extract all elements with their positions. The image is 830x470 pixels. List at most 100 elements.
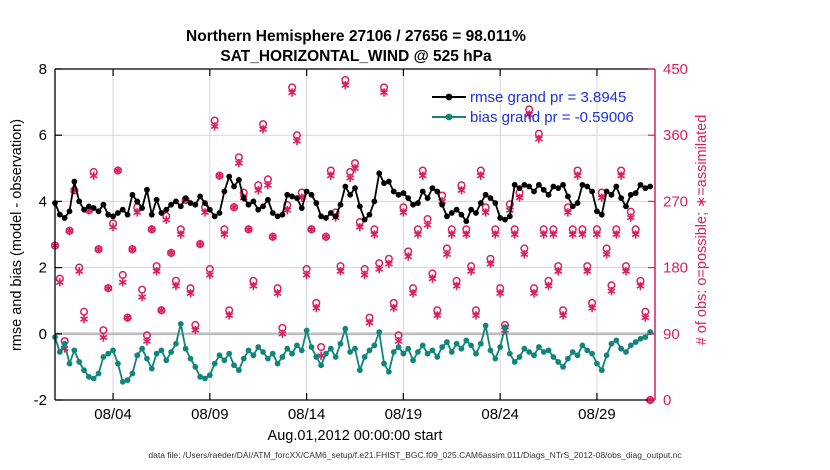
- rmse-line: [54, 170, 651, 224]
- assimilated-obs-marker: [94, 245, 103, 254]
- bias-marker: [66, 360, 73, 367]
- bias-marker: [594, 360, 600, 367]
- asterisk-arm: [249, 283, 258, 289]
- bias-marker: [85, 373, 92, 380]
- rmse-marker: [642, 185, 649, 192]
- bias-marker: [487, 347, 494, 354]
- assimilated-obs-marker: [447, 230, 456, 239]
- rmse-marker: [250, 198, 257, 205]
- bias-marker: [550, 354, 557, 360]
- bias-marker: [289, 350, 295, 357]
- rmse-marker: [506, 213, 513, 220]
- data-file-caption: data file: /Users/raeder/DAI/ATM_forcXX/…: [148, 450, 682, 460]
- asterisk-arm: [142, 338, 151, 344]
- bias-marker: [627, 342, 634, 349]
- bias-marker: [119, 378, 126, 385]
- rmse-marker: [240, 195, 247, 201]
- assimilated-obs-marker: [118, 278, 127, 287]
- assimilated-obs-marker: [99, 333, 108, 342]
- rmse-marker: [550, 183, 557, 190]
- bias-marker: [584, 347, 591, 354]
- asterisk-arm: [273, 290, 282, 297]
- rmse-marker: [400, 190, 407, 197]
- asterisk-arm: [370, 231, 379, 238]
- asterisk-arm: [621, 268, 630, 275]
- x-tick-label: 08/24: [481, 406, 519, 423]
- rmse-marker: [502, 216, 508, 223]
- asterisk-arm: [583, 268, 592, 275]
- rmse-marker: [144, 186, 150, 193]
- assimilated-obs-marker: [113, 166, 122, 175]
- asterisk-arm: [602, 251, 611, 258]
- assimilated-obs-marker: [191, 325, 200, 335]
- bias-marker: [511, 359, 518, 365]
- asterisk-arm: [423, 222, 432, 228]
- assimilated-obs-marker: [404, 252, 413, 261]
- y-tick-label-left: 6: [39, 127, 47, 144]
- assimilated-obs-marker: [530, 289, 539, 298]
- bias-marker: [521, 345, 528, 352]
- bias-marker: [506, 350, 513, 357]
- bias-marker: [139, 345, 145, 352]
- bias-marker: [323, 350, 329, 357]
- rmse-marker: [623, 203, 629, 210]
- legend-item-rmse: rmse grand pr = 3.8945: [431, 87, 634, 107]
- rmse-marker: [482, 191, 489, 198]
- bias-marker: [342, 325, 349, 332]
- bias-marker: [148, 365, 155, 372]
- assimilated-obs-marker: [428, 274, 437, 283]
- bias-marker: [439, 344, 445, 350]
- assimilated-obs-marker: [549, 230, 558, 239]
- rmse-marker: [632, 190, 639, 197]
- assimilated-obs-marker: [133, 208, 142, 217]
- assimilated-obs-marker: [510, 230, 519, 239]
- bias-marker: [468, 342, 475, 349]
- possible-obs-marker: [138, 285, 147, 294]
- asterisk-arm: [128, 246, 137, 253]
- bias-marker: [313, 354, 320, 360]
- asterisk-arm: [438, 198, 447, 205]
- bias-marker: [245, 347, 252, 354]
- rmse-marker: [565, 193, 571, 200]
- asterisk-arm: [191, 327, 200, 333]
- asterisk-arm: [138, 294, 147, 300]
- bias-marker: [284, 345, 291, 352]
- bias-marker: [337, 340, 344, 347]
- bias-marker: [115, 360, 121, 367]
- assimilated-obs-marker: [89, 171, 98, 180]
- y-tick-label-right: 450: [663, 61, 688, 78]
- rmse-marker: [313, 200, 320, 206]
- asterisk-arm: [413, 231, 422, 238]
- assimilated-obs-marker: [380, 88, 389, 97]
- assimilated-obs-marker: [167, 248, 176, 258]
- rmse-marker: [294, 195, 300, 201]
- asterisk-arm: [278, 331, 287, 337]
- rmse-marker: [177, 203, 184, 210]
- rmse-marker: [535, 181, 542, 188]
- rmse-marker: [211, 213, 218, 220]
- rmse-marker: [429, 185, 436, 192]
- rmse-marker: [463, 218, 470, 225]
- rmse-marker: [376, 170, 383, 177]
- rmse-marker: [516, 185, 523, 192]
- assimilated-obs-marker: [355, 222, 364, 232]
- asterisk-arm: [162, 216, 171, 223]
- rmse-marker: [390, 188, 397, 195]
- bias-marker: [153, 350, 160, 357]
- asterisk-arm: [196, 241, 205, 247]
- asterisk-arm: [433, 312, 442, 319]
- possible-obs-marker: [99, 326, 108, 335]
- x-axis-label: Aug.01,2012 00:00:00 start: [267, 428, 443, 444]
- rmse-marker: [105, 211, 112, 218]
- rmse-marker: [119, 206, 126, 213]
- assimilated-obs-marker: [592, 230, 601, 239]
- assimilated-obs-marker: [307, 225, 316, 234]
- y-axis-label-left: rmse and bias (model - observation): [9, 118, 25, 352]
- asterisk-arm: [530, 290, 539, 297]
- assimilated-obs-marker: [568, 230, 577, 239]
- assimilated-obs-marker: [476, 171, 485, 180]
- rmse-marker: [618, 195, 625, 201]
- bias-marker: [163, 357, 170, 364]
